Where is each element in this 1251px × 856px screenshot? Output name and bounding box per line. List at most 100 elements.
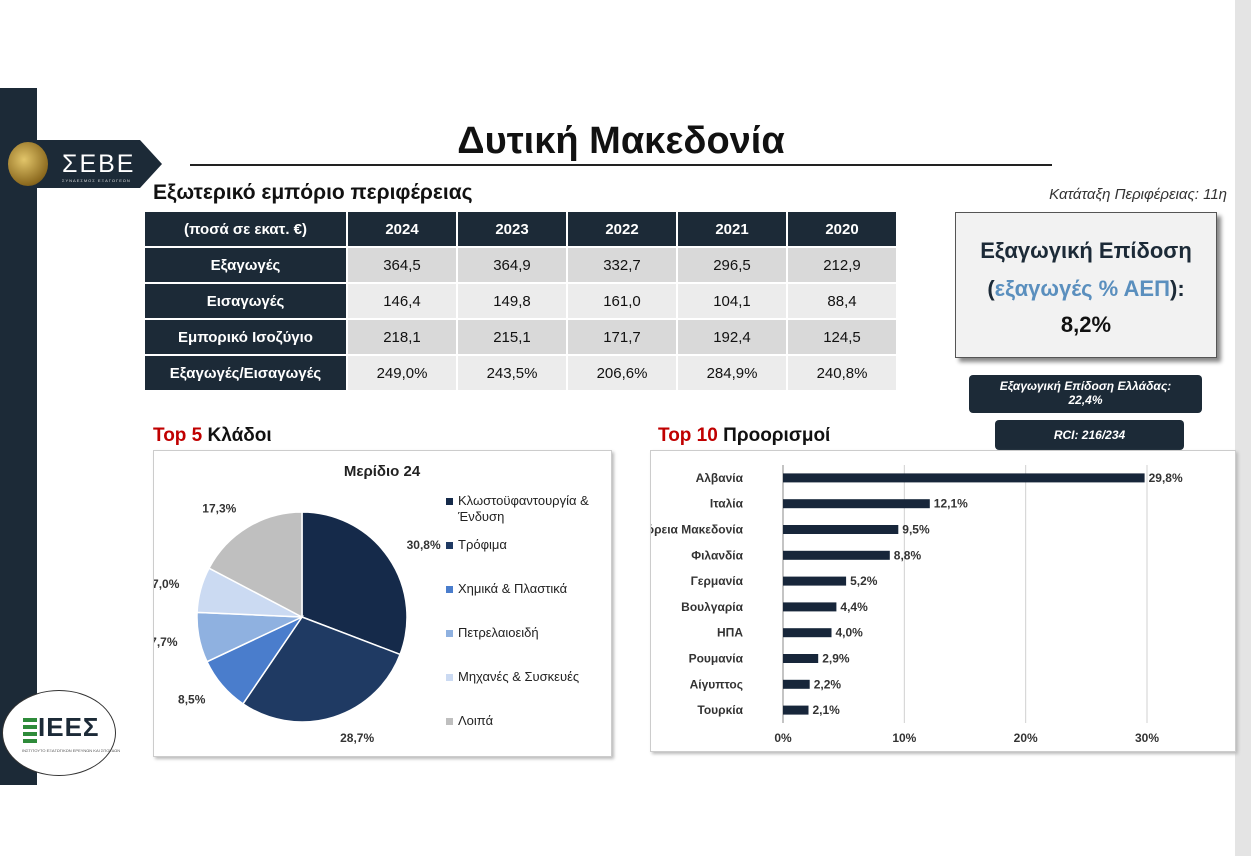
bar-data-label: 4,4% <box>840 600 868 614</box>
legend-entry: Μηχανές & Συσκευές <box>458 669 579 684</box>
category-label: Βόρεια Μακεδονία <box>651 523 744 537</box>
pie-data-label: 7,7% <box>154 635 178 649</box>
bar-chart: 0% 10% 20% 30% Αλβανία 29,8% Ιταλία 12,1% Βόρεια… <box>638 465 1183 745</box>
bar-data-label: 9,5% <box>902 523 930 537</box>
pie-heading-rest: Κλάδοι <box>202 425 272 446</box>
seve-logo-subtitle: ΣΥΝΔΕΣΜΟΣ ΕΞΑΓΩΓΕΩΝ <box>62 178 131 183</box>
pie-slice <box>208 511 303 619</box>
pie-slice <box>241 616 402 723</box>
table-row: Εμπορικό Ισοζύγιο 218,1 215,1 171,7 192,… <box>145 320 898 356</box>
table-cell: 364,5 <box>348 248 458 284</box>
table-cell: 212,9 <box>788 248 898 284</box>
iees-bars-icon <box>23 718 37 744</box>
table-cell: 218,1 <box>348 320 458 356</box>
left-sidebar-band <box>0 88 37 785</box>
pie-data-label: 30,8% <box>407 538 441 552</box>
table-cell: 243,5% <box>458 356 568 392</box>
row-label: Εισαγωγές <box>145 284 348 320</box>
pie-data-label: 28,7% <box>340 731 374 745</box>
x-tick-label: 30% <box>1135 731 1159 745</box>
bar <box>783 525 899 534</box>
bar <box>783 473 1145 483</box>
table-cell: 240,8% <box>788 356 898 392</box>
x-tick-label: 20% <box>1014 731 1038 745</box>
greece-performance-badge: Εξαγωγική Επίδοση Ελλάδας: 22,4% <box>969 375 1202 413</box>
section-title: Εξωτερικό εμπόριο περιφέρειας <box>153 181 473 204</box>
pie-heading: Top 5 Κλάδοι <box>153 425 272 447</box>
bar <box>783 602 837 612</box>
greece-performance-value: 22,4% <box>1068 393 1103 407</box>
legend-swatch <box>446 586 453 593</box>
bar-heading: Top 10 Προορισμοί <box>658 425 830 447</box>
iees-logo-subtitle: ΙΝΣΤΙΤΟΥΤΟ ΕΞΑΓΩΓΙΚΩΝ ΕΡΕΥΝΩΝ ΚΑΙ ΣΠΟΥΔΩ… <box>22 748 121 753</box>
pie-chart: Μερίδιο 24 30,8% 28,7% 8,5% 7,7% 7,0% 17,3% Κλω… <box>150 463 589 745</box>
bar <box>783 576 847 586</box>
table-cell: 171,7 <box>568 320 678 356</box>
table-cell: 284,9% <box>678 356 788 392</box>
row-label: Εμπορικό Ισοζύγιο <box>145 320 348 356</box>
category-label: Ιταλία <box>710 497 744 511</box>
category-label: Φιλανδία <box>691 548 743 562</box>
legend-entry: Κλωστοϋφαντουργία & Ένδυση <box>457 493 589 524</box>
table-cell: 104,1 <box>678 284 788 320</box>
bar <box>783 654 819 663</box>
table-row: Εξαγωγές/Εισαγωγές 249,0% 243,5% 206,6% … <box>145 356 898 392</box>
category-label: Τουρκία <box>697 703 743 717</box>
x-tick-label: 10% <box>892 731 916 745</box>
rci-badge: RCI: 216/234 <box>995 420 1184 450</box>
legend-swatch <box>446 542 453 549</box>
table-cell: 124,5 <box>788 320 898 356</box>
table-header-cell: 2022 <box>568 212 678 248</box>
pie-slice <box>301 511 408 656</box>
trade-table: (ποσά σε εκατ. €) 2024 2023 2022 2021 20… <box>145 212 898 392</box>
iees-logo-text: ΙΕΕΣ <box>38 712 100 742</box>
table-cell: 192,4 <box>678 320 788 356</box>
x-tick-label: 0% <box>774 731 792 745</box>
category-label: Αίγυπτος <box>690 677 743 691</box>
pie-data-label: 8,5% <box>178 693 206 707</box>
table-cell: 88,4 <box>788 284 898 320</box>
bar-chart-panel: 0% 10% 20% 30% Αλβανία 29,8% Ιταλία 12,1% Βόρεια… <box>638 450 1236 752</box>
legend-swatch <box>446 718 453 725</box>
title-divider <box>190 164 1052 166</box>
table-header-cell: (ποσά σε εκατ. €) <box>145 212 348 248</box>
table-cell: 215,1 <box>458 320 568 356</box>
table-cell: 161,0 <box>568 284 678 320</box>
bar-heading-prefix: Top 10 <box>658 425 718 446</box>
bar-data-label: 29,8% <box>1149 471 1183 485</box>
bar-data-label: 5,2% <box>850 574 878 588</box>
region-rank: Κατάταξη Περιφέρειας: 11η <box>1049 186 1227 203</box>
pie-title: Μερίδιο 24 <box>344 463 421 480</box>
performance-value: 8,2% <box>1060 312 1112 337</box>
category-label: Βουλγαρία <box>681 600 743 614</box>
bar <box>783 550 890 560</box>
bar-data-label: 2,9% <box>822 652 850 666</box>
bar <box>783 499 930 509</box>
table-cell: 296,5 <box>678 248 788 284</box>
seve-medal-icon <box>8 142 48 186</box>
table-row: Εισαγωγές 146,4 149,8 161,0 104,1 88,4 <box>145 284 898 320</box>
performance-label: Εξαγωγική Επίδοση <box>980 238 1192 263</box>
legend-swatch <box>446 498 453 505</box>
export-performance-box: Εξαγωγική Επίδοση (εξαγωγές % ΑΕΠ): 8,2% <box>955 212 1217 358</box>
bar <box>783 628 832 638</box>
row-label: Εξαγωγές/Εισαγωγές <box>145 356 348 392</box>
category-label: Αλβανία <box>696 471 744 485</box>
legend-entry: Τρόφιμα <box>458 537 507 552</box>
legend-entry: Λοιπά <box>458 713 494 728</box>
category-label: Γερμανία <box>691 574 744 588</box>
table-cell: 149,8 <box>458 284 568 320</box>
table-cell: 249,0% <box>348 356 458 392</box>
table-header-cell: 2020 <box>788 212 898 248</box>
bar-data-label: 4,0% <box>836 626 864 640</box>
category-label: Ρουμανία <box>689 652 744 666</box>
legend-swatch <box>446 630 453 637</box>
bar-data-label: 8,8% <box>894 548 922 562</box>
bar-data-label: 2,1% <box>813 703 841 717</box>
page-title: Δυτική Μακεδονία <box>457 120 785 162</box>
legend-swatch <box>446 674 453 681</box>
performance-formula: (εξαγωγές % ΑΕΠ): <box>956 276 1216 302</box>
table-cell: 206,6% <box>568 356 678 392</box>
bar <box>783 705 809 715</box>
paren-open: ( <box>987 276 995 301</box>
